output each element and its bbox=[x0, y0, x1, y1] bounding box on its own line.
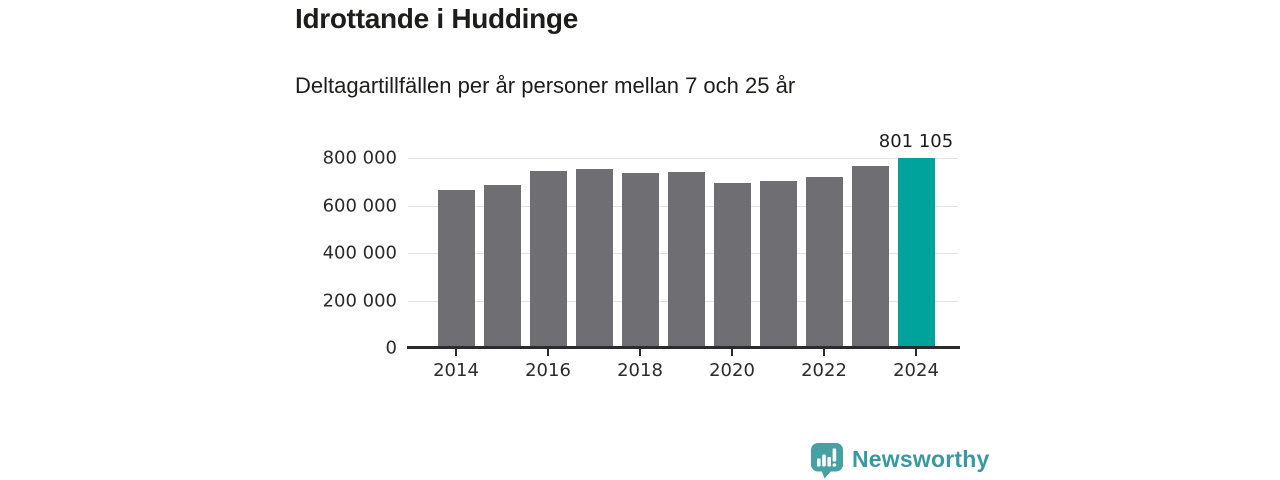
bar-2018 bbox=[621, 173, 659, 348]
chart-subtitle: Deltagartillfällen per år personer mella… bbox=[295, 73, 796, 98]
x-tick-label: 2024 bbox=[893, 360, 939, 381]
bar-highlight-2024 bbox=[897, 157, 935, 348]
x-tick bbox=[455, 349, 457, 356]
x-tick-label: 2018 bbox=[617, 360, 663, 381]
x-tick bbox=[547, 349, 549, 356]
bar-2016 bbox=[529, 170, 567, 348]
x-tick bbox=[731, 349, 733, 356]
y-axis-labels: 0 200 000 400 000 600 000 800 000 bbox=[300, 148, 397, 359]
y-tick-label: 600 000 bbox=[322, 195, 397, 216]
newsworthy-brand-text: Newsworthy bbox=[852, 446, 990, 472]
x-axis-line bbox=[407, 346, 960, 349]
x-tick-label: 2016 bbox=[525, 360, 571, 381]
x-tick bbox=[639, 349, 641, 356]
y-tick-label: 400 000 bbox=[322, 242, 397, 264]
x-tick-label: 2014 bbox=[433, 360, 479, 381]
y-tick-label: 0 bbox=[385, 337, 397, 359]
x-tick-label: 2022 bbox=[801, 360, 847, 381]
x-tick bbox=[823, 349, 825, 356]
plot-area bbox=[408, 157, 958, 348]
bar-2020 bbox=[713, 183, 751, 348]
gridline bbox=[408, 158, 958, 159]
bar-2021 bbox=[759, 180, 797, 348]
chart-title: Idrottande i Huddinge bbox=[295, 3, 579, 34]
x-tick-label: 2020 bbox=[709, 360, 755, 381]
y-tick-label: 200 000 bbox=[322, 290, 397, 311]
bar-2019 bbox=[667, 171, 705, 348]
bar-2022 bbox=[805, 177, 843, 348]
bar-2023 bbox=[851, 165, 889, 348]
bar-2014 bbox=[437, 190, 475, 348]
x-tick bbox=[915, 349, 917, 356]
value-label: 801 105 bbox=[878, 131, 954, 152]
bar-2017 bbox=[575, 169, 613, 348]
y-tick-label: 800 000 bbox=[322, 147, 397, 169]
bar-2015 bbox=[483, 184, 521, 348]
